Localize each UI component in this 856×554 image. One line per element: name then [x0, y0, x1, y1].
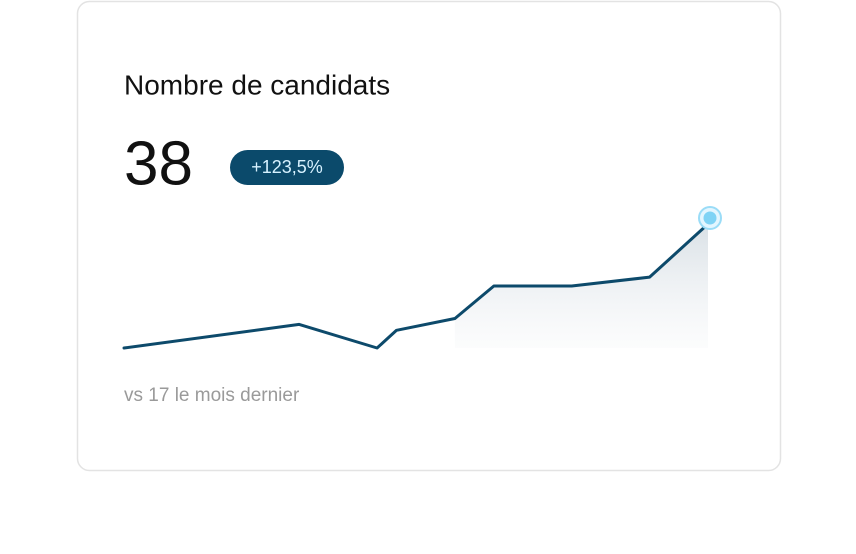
line	[122, 222, 710, 350]
comparison-label: vs 17 le mois dernier	[124, 385, 300, 406]
card	[76, 0, 782, 472]
change-label: +123,5%	[251, 157, 323, 177]
end-point	[703, 211, 717, 225]
card-title: Nombre de candidats	[124, 69, 390, 100]
kpi-value: 38	[124, 129, 193, 198]
change-badge	[230, 150, 344, 185]
